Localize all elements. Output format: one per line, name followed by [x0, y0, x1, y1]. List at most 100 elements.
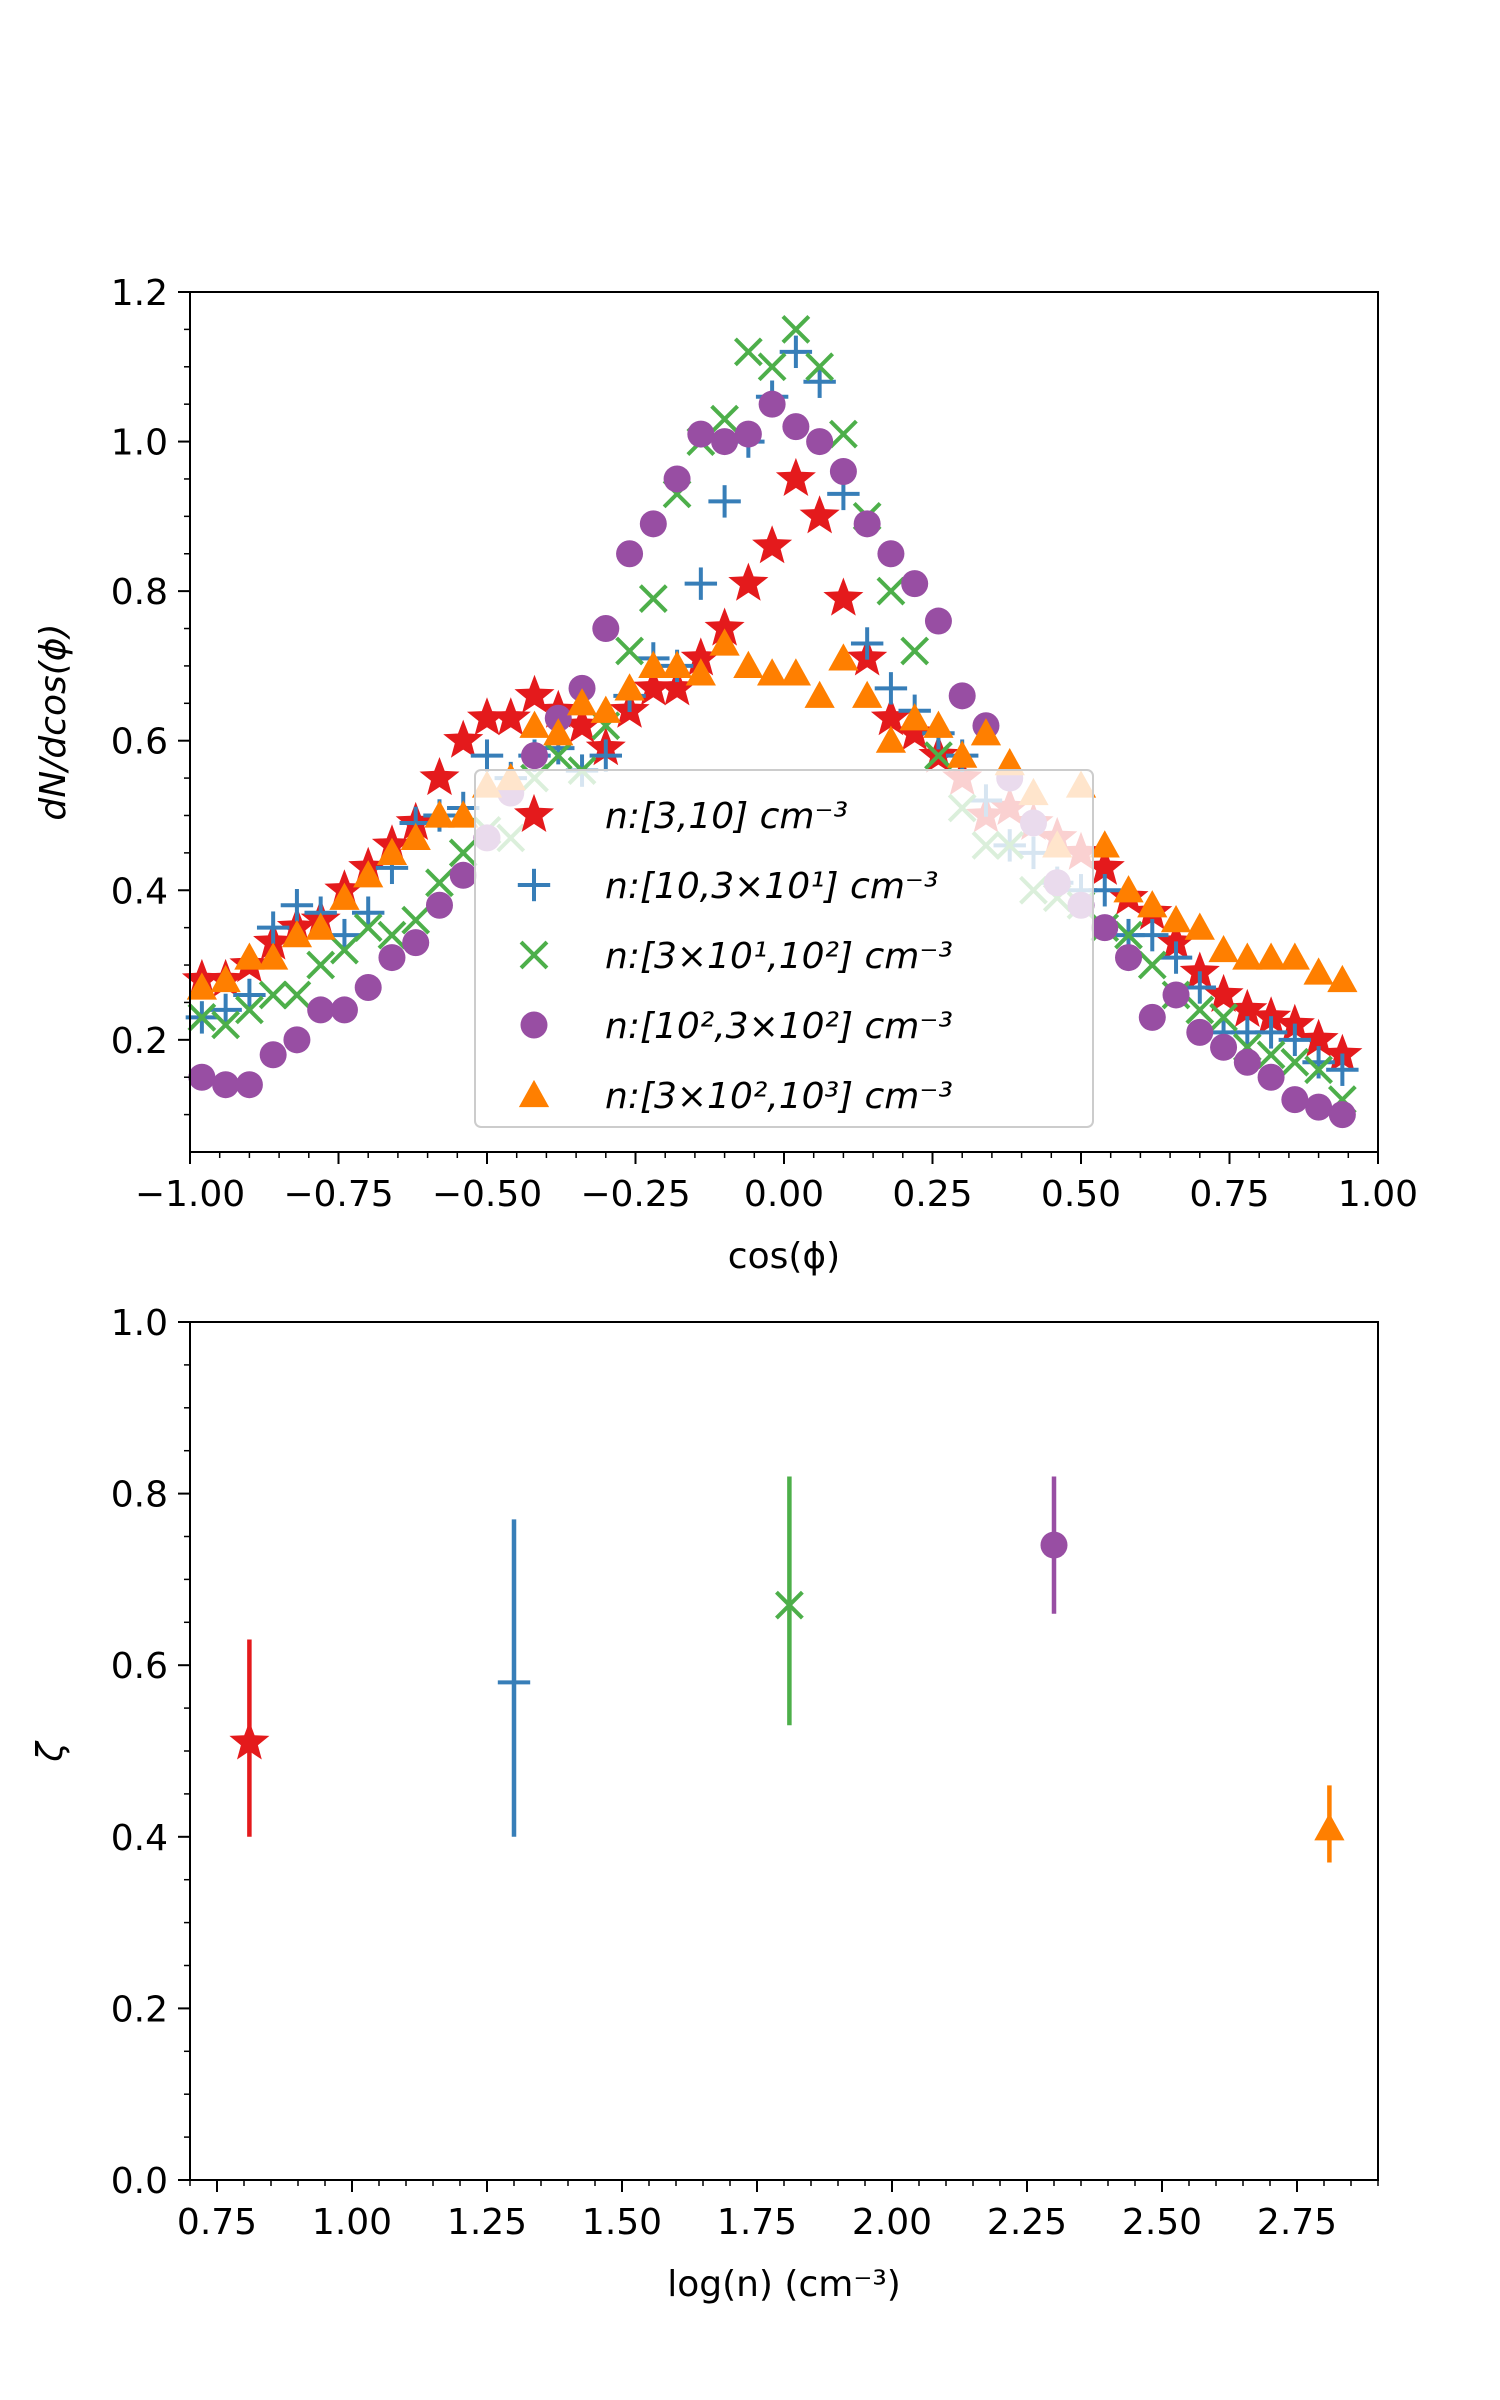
plus-marker [1326, 1053, 1359, 1086]
circle-marker [616, 540, 644, 568]
y-tick-label: 0.2 [111, 1989, 168, 2030]
bottom-chart-axes: 0.75 1.00 1.25 1.50 1.75 2.00 2.25 2.50 2.75 0.0 0… [111, 1303, 1379, 2243]
x-marker [187, 1003, 217, 1032]
plus-marker [684, 567, 718, 600]
x-tick-label: 1.50 [582, 2202, 662, 2243]
x-marker [1185, 995, 1215, 1025]
x-marker [401, 905, 431, 935]
plus-marker [874, 672, 908, 705]
triangle-marker [590, 695, 621, 723]
circle-marker [877, 540, 905, 568]
x-marker [757, 352, 787, 382]
x-marker [282, 980, 312, 1010]
plus-marker [1278, 1023, 1312, 1057]
legend-triangle-marker [518, 1079, 550, 1108]
plus-marker [850, 627, 884, 660]
triangle-marker [638, 650, 669, 679]
circle-marker [1210, 1033, 1238, 1061]
top-chart-axes: −1.00 −0.75 −0.50 −0.25 0.00 0.25 0.50 0.75 1.00… [111, 273, 1418, 1215]
legend-x-marker [519, 940, 549, 970]
y-tick-label: 0.4 [111, 871, 168, 912]
top-x-axis-label: cos(ϕ) [728, 1236, 840, 1277]
zeta-vs-density-chart: 0.75 1.00 1.25 1.50 1.75 2.00 2.25 2.50 2.75 0.0 0… [30, 1303, 1379, 2305]
bottom-x-axis-label: log(n) (cm⁻³) [667, 2264, 901, 2305]
circle-marker [948, 682, 976, 710]
triangle-marker [210, 964, 241, 993]
star-marker [775, 457, 816, 496]
triangle-marker [353, 860, 384, 888]
data-point-4 [1040, 1476, 1068, 1614]
star-marker [1084, 846, 1125, 885]
data-point-2 [497, 1519, 531, 1837]
x-marker [306, 950, 336, 980]
triangle-marker [994, 748, 1025, 776]
circle-marker [1091, 914, 1119, 942]
triangle-marker [923, 710, 954, 738]
circle-marker [924, 607, 952, 635]
circle-marker [782, 413, 810, 441]
plus-marker [708, 485, 741, 518]
triangle-marker [1089, 830, 1120, 858]
plus-marker [779, 335, 813, 369]
circle-marker [1115, 944, 1143, 972]
y-tick-label: 0.2 [111, 1021, 168, 1062]
legend-star-marker [514, 793, 554, 832]
triangle-marker [1303, 957, 1334, 985]
triangle-marker [400, 822, 431, 851]
circle-marker [711, 428, 739, 456]
star-marker [467, 697, 507, 736]
circle-marker [259, 1041, 287, 1069]
circle-marker [521, 742, 549, 770]
triangle-marker [448, 800, 479, 828]
y-tick-label: 0.6 [111, 722, 168, 763]
star-marker [704, 607, 745, 646]
triangle-marker [852, 680, 883, 708]
x-marker [615, 636, 644, 666]
plus-marker [497, 1666, 531, 1699]
circle-marker [283, 1026, 311, 1054]
series-3 [187, 315, 1357, 1115]
triangle-marker [566, 688, 598, 716]
x-marker [377, 920, 407, 950]
x-marker [1114, 920, 1143, 950]
star-marker [1298, 1018, 1339, 1057]
x-tick-label: 2.25 [987, 2202, 1067, 2243]
x-marker [781, 315, 811, 344]
triangle-marker [1137, 890, 1168, 918]
triangle-marker [543, 718, 574, 746]
x-tick-label: 0.25 [892, 1174, 972, 1215]
y-tick-label: 0.4 [111, 1818, 168, 1859]
star-marker [514, 674, 555, 713]
legend-entry: n:[10²,3×10²] cm⁻³ [520, 1006, 953, 1047]
circle-marker [307, 996, 335, 1024]
legend-plus-marker [517, 868, 551, 902]
x-tick-label: −0.50 [432, 1174, 542, 1215]
x-marker [425, 868, 454, 898]
bottom-y-axis-label: ζ [30, 1740, 71, 1763]
star-marker [443, 719, 484, 758]
x-marker [330, 935, 359, 965]
triangle-marker [733, 650, 764, 679]
star-marker [1322, 1033, 1363, 1072]
x-tick-label: 2.00 [852, 2202, 932, 2243]
triangle-marker [281, 920, 313, 948]
x-tick-label: 2.75 [1257, 2202, 1337, 2243]
y-tick-label: 0.8 [111, 1475, 168, 1516]
circle-marker [1257, 1063, 1285, 1091]
plus-marker [1254, 1016, 1288, 1049]
x-marker [710, 404, 739, 434]
x-marker [1280, 1047, 1310, 1077]
triangle-marker [186, 972, 217, 1000]
circle-marker [734, 420, 762, 448]
plus-marker [1159, 941, 1193, 974]
circle-marker [1138, 1003, 1166, 1031]
circle-marker [212, 1071, 240, 1099]
x-marker [924, 741, 953, 771]
plus-marker [1183, 971, 1216, 1004]
triangle-marker [685, 658, 716, 686]
x-marker [1137, 950, 1167, 980]
bottom-chart-markers [229, 1476, 1345, 1863]
plus-marker [256, 911, 290, 944]
plus-marker [352, 896, 385, 929]
star-marker [633, 667, 674, 706]
